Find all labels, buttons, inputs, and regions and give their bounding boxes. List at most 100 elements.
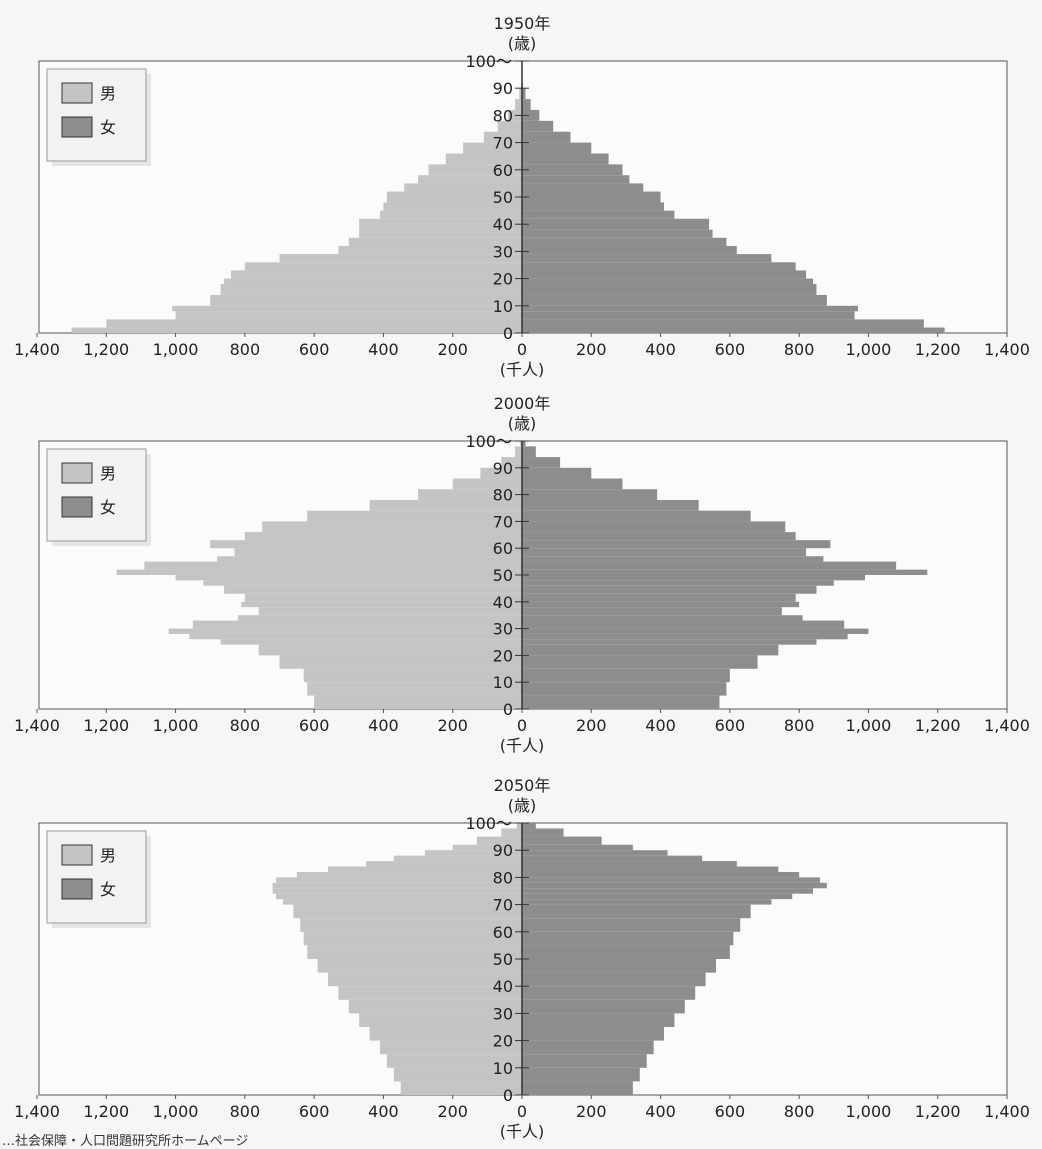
y-tick-label: 50	[493, 566, 513, 585]
x-tick-label: 1,200	[915, 716, 961, 735]
y-tick-label: 10	[493, 673, 513, 692]
male-bar	[400, 1081, 522, 1095]
y-tick-label: 40	[493, 593, 513, 612]
male-bar	[359, 1013, 522, 1027]
pyramid-chart-1: 0 10 20 30 40 50 60 70 80 90 100〜 1,400 1,200 1,000 80…	[14, 14, 1030, 379]
female-bar	[522, 871, 800, 878]
x-tick-label: 1,400	[14, 716, 60, 735]
female-bar	[522, 183, 644, 192]
y-tick-label: 30	[493, 242, 513, 261]
female-bar	[522, 153, 609, 165]
male-bar	[293, 904, 522, 919]
legend-swatch	[61, 462, 93, 484]
female-bar	[522, 668, 730, 683]
male-bar	[338, 986, 522, 1000]
female-bar	[522, 556, 824, 562]
male-bar	[483, 131, 522, 143]
y-axis-label: (歳)	[508, 414, 537, 433]
male-bar	[515, 99, 522, 110]
legend: 男女	[46, 830, 151, 928]
legend-swatch	[61, 878, 93, 900]
male-bar	[237, 615, 522, 621]
male-bar	[497, 120, 522, 132]
female-bar	[522, 569, 928, 575]
pyramid-chart-3: 0 10 20 30 40 50 60 70 80 90 100〜 1,400 1,200 1,000 80…	[14, 776, 1030, 1141]
male-bar	[244, 262, 522, 271]
female-bar	[522, 580, 834, 586]
x-tick-label: 1,200	[83, 716, 129, 735]
male-bar	[217, 556, 522, 562]
male-bar	[300, 918, 522, 932]
legend-label: 男	[100, 464, 116, 483]
y-tick-label: 60	[493, 923, 513, 942]
x-tick-label: 800	[784, 340, 815, 359]
male-bar	[379, 1040, 522, 1055]
female-bar	[522, 1013, 675, 1027]
female-bar	[522, 628, 869, 634]
female-bar	[522, 585, 817, 594]
x-tick-label: 600	[715, 1102, 746, 1121]
female-bar	[522, 828, 564, 837]
female-bar	[522, 311, 855, 320]
female-bar	[522, 888, 813, 894]
female-bar	[522, 561, 897, 570]
female-bar	[522, 294, 827, 306]
female-bar	[522, 695, 720, 709]
male-bar	[279, 254, 522, 263]
male-bar	[307, 682, 522, 696]
female-bar	[522, 278, 813, 285]
female-bar	[522, 1081, 633, 1095]
female-bar	[522, 99, 531, 110]
male-bar	[317, 959, 522, 973]
male-bar	[106, 319, 523, 328]
female-bar	[522, 446, 536, 458]
male-bar	[231, 270, 522, 279]
male-bar	[348, 999, 522, 1014]
male-bar	[234, 548, 522, 557]
x-tick-label: 0	[517, 716, 527, 735]
legend-swatch	[61, 844, 93, 866]
y-tick-label: 30	[493, 620, 513, 639]
female-bar	[522, 972, 706, 987]
male-bar	[480, 467, 522, 479]
male-bar	[224, 585, 523, 594]
female-bar	[522, 1054, 647, 1068]
y-tick-label: 70	[493, 512, 513, 531]
x-tick-label: 800	[230, 340, 261, 359]
y-tick-label: 30	[493, 1004, 513, 1023]
x-tick-label: 600	[299, 340, 330, 359]
male-bar	[418, 489, 522, 500]
male-bar	[359, 218, 522, 230]
y-tick-label: 90	[493, 841, 513, 860]
x-tick-label: 200	[576, 1102, 607, 1121]
y-tick-label: 80	[493, 486, 513, 505]
female-bar	[522, 959, 716, 973]
x-tick-label: 600	[299, 716, 330, 735]
y-tick-label: 0	[503, 1086, 513, 1105]
female-bar	[522, 191, 661, 203]
male-bar	[516, 823, 522, 829]
x-tick-label: 1,400	[984, 340, 1030, 359]
male-bar	[272, 888, 522, 894]
x-tick-label: 1,000	[153, 716, 199, 735]
female-bar	[522, 467, 592, 479]
x-tick-label: 800	[784, 716, 815, 735]
y-tick-label: 0	[503, 324, 513, 343]
female-bar	[522, 521, 786, 533]
male-bar	[476, 836, 522, 845]
x-tick-label: 1,200	[915, 340, 961, 359]
male-bar	[175, 575, 523, 581]
x-tick-label: 800	[784, 1102, 815, 1121]
male-bar	[210, 294, 522, 306]
y-tick-label: 60	[493, 539, 513, 558]
female-bar	[522, 615, 803, 621]
female-bar	[522, 109, 540, 121]
female-bar	[522, 633, 848, 640]
x-axis-label: (千人)	[500, 736, 545, 755]
male-bar	[519, 88, 522, 100]
y-tick-label: 100〜	[465, 432, 512, 451]
female-bar	[522, 644, 779, 656]
female-bar	[522, 861, 737, 867]
male-bar	[501, 828, 522, 837]
